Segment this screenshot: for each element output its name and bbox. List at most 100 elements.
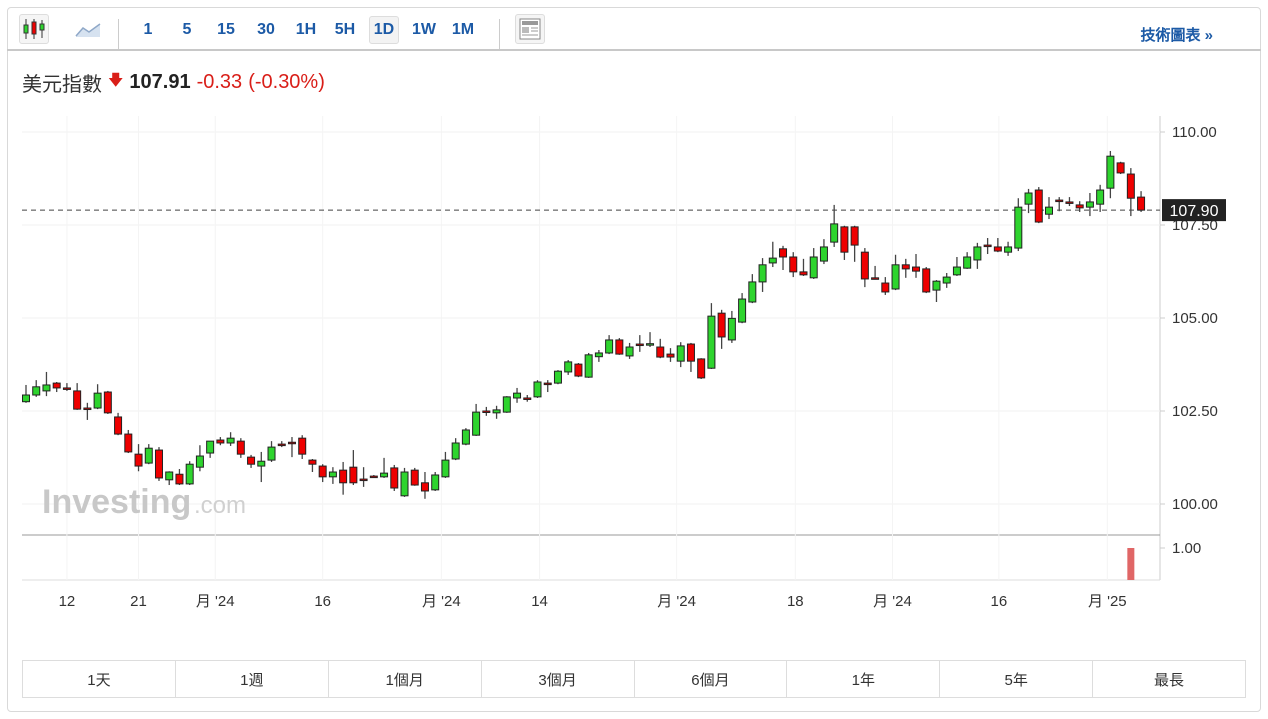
current-price-badge [1162, 199, 1226, 222]
candle [553, 370, 562, 385]
interval-5[interactable]: 5 [182, 21, 192, 38]
technical-chart-link[interactable]: 技術圖表 » [1140, 27, 1213, 44]
candle [605, 335, 614, 355]
candle-body [625, 346, 634, 357]
candle-body [247, 456, 256, 465]
interval-15[interactable]: 15 [217, 21, 235, 38]
candle [287, 437, 296, 458]
candle-body [1126, 173, 1135, 199]
candle-body [594, 352, 603, 358]
candle-body [1065, 201, 1074, 204]
range-button[interactable]: 3個月 [482, 661, 635, 697]
candle [308, 458, 317, 473]
interval-1m[interactable]: 1M [451, 21, 475, 38]
candle [206, 440, 215, 458]
x-tick-label: 月 '24 [657, 593, 696, 610]
x-tick-label: 18 [787, 593, 804, 610]
candlestick-icon[interactable] [19, 14, 49, 44]
candle [912, 254, 921, 278]
candle-body [697, 358, 706, 379]
candle [32, 380, 41, 397]
candle-body [615, 339, 624, 355]
range-button[interactable]: 1年 [787, 661, 941, 697]
candle-body [83, 407, 92, 411]
candle-body [277, 443, 286, 447]
candle-body [103, 391, 112, 414]
candle [298, 435, 307, 459]
candle [594, 349, 603, 362]
x-tick-label: 21 [130, 593, 147, 610]
candle-body [564, 361, 573, 373]
candle-body [973, 246, 982, 261]
candle-body [216, 439, 225, 444]
candle-body [369, 475, 378, 479]
candle [768, 241, 777, 268]
candle [328, 467, 337, 484]
interval-1d[interactable]: 1D [369, 16, 399, 44]
candle-body [400, 471, 409, 497]
price-change-percent: (-0.30%) [248, 71, 325, 93]
candle [22, 384, 30, 403]
interval-30[interactable]: 30 [257, 21, 275, 38]
candle-body [1045, 206, 1053, 215]
interval-1w[interactable]: 1W [412, 21, 436, 38]
x-tick-label: 月 '24 [196, 593, 235, 610]
area-chart-icon[interactable] [73, 14, 103, 44]
candle-body [236, 440, 245, 455]
candle [686, 342, 695, 372]
candle [52, 381, 61, 393]
range-button[interactable]: 1天 [23, 661, 176, 697]
candle-body [809, 256, 818, 279]
candle-body [717, 312, 726, 338]
candle [513, 387, 522, 403]
candle [359, 467, 368, 487]
time-range-selector: 1天 1週 1個月 3個月 6個月 1年 5年 最長 [22, 660, 1246, 698]
candle-body [553, 370, 562, 384]
candle-body [605, 339, 614, 354]
candle [881, 277, 890, 295]
candle-body [901, 264, 910, 270]
candle-body [328, 471, 337, 478]
candle-body [584, 354, 593, 378]
range-button[interactable]: 6個月 [635, 661, 788, 697]
candle-body [1085, 201, 1094, 208]
candle-body [891, 264, 900, 290]
candle [410, 467, 419, 486]
candle [564, 360, 573, 375]
candle [257, 451, 266, 483]
candle-body [1106, 155, 1115, 189]
candle [472, 403, 481, 436]
candle [420, 472, 429, 499]
interval-5h[interactable]: 5H [334, 21, 356, 38]
interval-1[interactable]: 1 [143, 21, 153, 38]
candle-body [727, 317, 736, 341]
candle [983, 238, 992, 255]
candle [860, 248, 869, 288]
candle-body [175, 473, 184, 485]
candle [175, 469, 184, 486]
candle-body [850, 226, 859, 246]
candle [543, 380, 552, 393]
layout-icon[interactable] [515, 14, 545, 44]
candle [676, 342, 685, 368]
candle-body [533, 381, 542, 398]
candle-body [840, 226, 849, 253]
candle [891, 254, 900, 291]
candle-body [830, 223, 839, 243]
candle [952, 256, 961, 276]
volume-tick-label: 1.00 [1172, 540, 1201, 557]
range-button[interactable]: 5年 [940, 661, 1094, 697]
candle-body [666, 353, 675, 358]
x-tick-label: 12 [59, 593, 76, 610]
range-button[interactable]: 1週 [176, 661, 329, 697]
candle [993, 238, 1002, 253]
candle [1106, 150, 1115, 199]
candle [216, 437, 225, 446]
range-button[interactable]: 最長 [1154, 671, 1185, 689]
interval-1h[interactable]: 1H [295, 21, 317, 38]
range-button[interactable]: 1個月 [329, 661, 482, 697]
candle [1075, 201, 1084, 212]
y-tick-label: 102.50 [1172, 403, 1218, 420]
candle-body [912, 266, 921, 272]
